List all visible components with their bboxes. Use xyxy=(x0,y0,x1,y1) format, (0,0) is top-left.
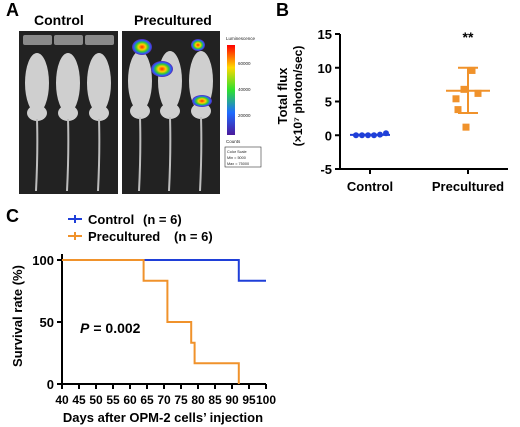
colorbar-info: Color Scale xyxy=(227,150,247,154)
x-tick-label: 100 xyxy=(256,393,276,407)
data-point xyxy=(460,85,468,93)
data-point xyxy=(377,131,383,138)
y-axis-label: (×10⁷ photon/sec) xyxy=(291,46,305,147)
colorbar-units: Counts xyxy=(226,139,241,144)
precultured-mice-image xyxy=(122,31,220,194)
legend-label: Control xyxy=(88,212,134,227)
y-axis-label: Survival rate (%) xyxy=(10,265,25,367)
colorbar-info: Max = 75000 xyxy=(227,162,249,166)
signal-spot xyxy=(151,61,173,77)
signal-spot xyxy=(192,95,212,107)
colorbar-title: Luminescence xyxy=(226,36,256,41)
x-tick-label: 45 xyxy=(72,393,86,407)
x-tick-label: 70 xyxy=(157,393,171,407)
data-point xyxy=(383,130,389,137)
x-tick-label: 60 xyxy=(123,393,137,407)
data-point xyxy=(365,132,371,139)
x-tick-label: 50 xyxy=(89,393,103,407)
data-point xyxy=(462,123,470,131)
precultured-image-label: Precultured xyxy=(134,12,212,28)
survival-chart: Survival rate (%) Days after OPM-2 cells… xyxy=(10,212,276,425)
signal-spot xyxy=(191,39,205,51)
x-tick-label: 55 xyxy=(106,393,120,407)
x-tick-label: Control xyxy=(347,179,393,194)
survival-curve xyxy=(62,259,240,384)
control-image-label: Control xyxy=(34,12,84,28)
y-tick-label: 15 xyxy=(318,27,332,42)
control-mice-image xyxy=(19,31,118,194)
data-point xyxy=(454,106,462,114)
data-point xyxy=(353,132,359,139)
colorbar-tick: 20000 xyxy=(238,113,251,118)
legend-n-label: (n = 6) xyxy=(143,212,182,227)
luminescence-color-scale: Luminescence 60000 40000 20000 Counts Co… xyxy=(222,31,264,194)
y-tick-label: 0 xyxy=(325,128,332,143)
y-tick-label: 100 xyxy=(32,253,54,268)
x-tick-label: 80 xyxy=(191,393,205,407)
panel-label-c: C xyxy=(6,206,19,226)
panel-label-a: A xyxy=(6,0,19,20)
x-tick-label: 90 xyxy=(225,393,239,407)
data-point xyxy=(371,132,377,139)
signal-spot xyxy=(132,39,152,55)
x-tick-label: Precultured xyxy=(432,179,504,194)
data-point xyxy=(468,66,476,74)
y-tick-label: -5 xyxy=(320,162,332,177)
legend-label: Precultured xyxy=(88,229,160,244)
y-tick-label: 10 xyxy=(318,61,332,76)
panel-label-b: B xyxy=(276,0,289,20)
p-value-annotation: P = 0.002 xyxy=(80,320,141,336)
colorbar-tick: 60000 xyxy=(238,61,251,66)
y-tick-label: 50 xyxy=(40,315,54,330)
p-value: = 0.002 xyxy=(93,320,140,336)
x-tick-label: 85 xyxy=(208,393,222,407)
data-point xyxy=(452,95,460,103)
x-tick-label: 40 xyxy=(55,393,69,407)
colorbar-tick: 40000 xyxy=(238,87,251,92)
significance-label: ** xyxy=(463,29,474,45)
data-point xyxy=(474,89,482,97)
x-axis-label: Days after OPM-2 cells’ injection xyxy=(63,410,263,425)
x-tick-label: 75 xyxy=(174,393,188,407)
y-tick-label: 5 xyxy=(325,95,332,110)
data-point xyxy=(359,132,365,139)
survival-curve xyxy=(62,259,266,282)
x-tick-label: 95 xyxy=(242,393,256,407)
p-label: P xyxy=(80,320,90,336)
total-flux-chart: Total flux (×10⁷ photon/sec) -5 0 5 10 15 Con… xyxy=(275,27,508,194)
y-axis-label: Total flux xyxy=(275,67,290,125)
colorbar-info: Min = 5000 xyxy=(227,156,246,160)
x-tick-label: 65 xyxy=(140,393,154,407)
y-tick-label: 0 xyxy=(47,377,54,392)
legend-n-label: (n = 6) xyxy=(174,229,213,244)
